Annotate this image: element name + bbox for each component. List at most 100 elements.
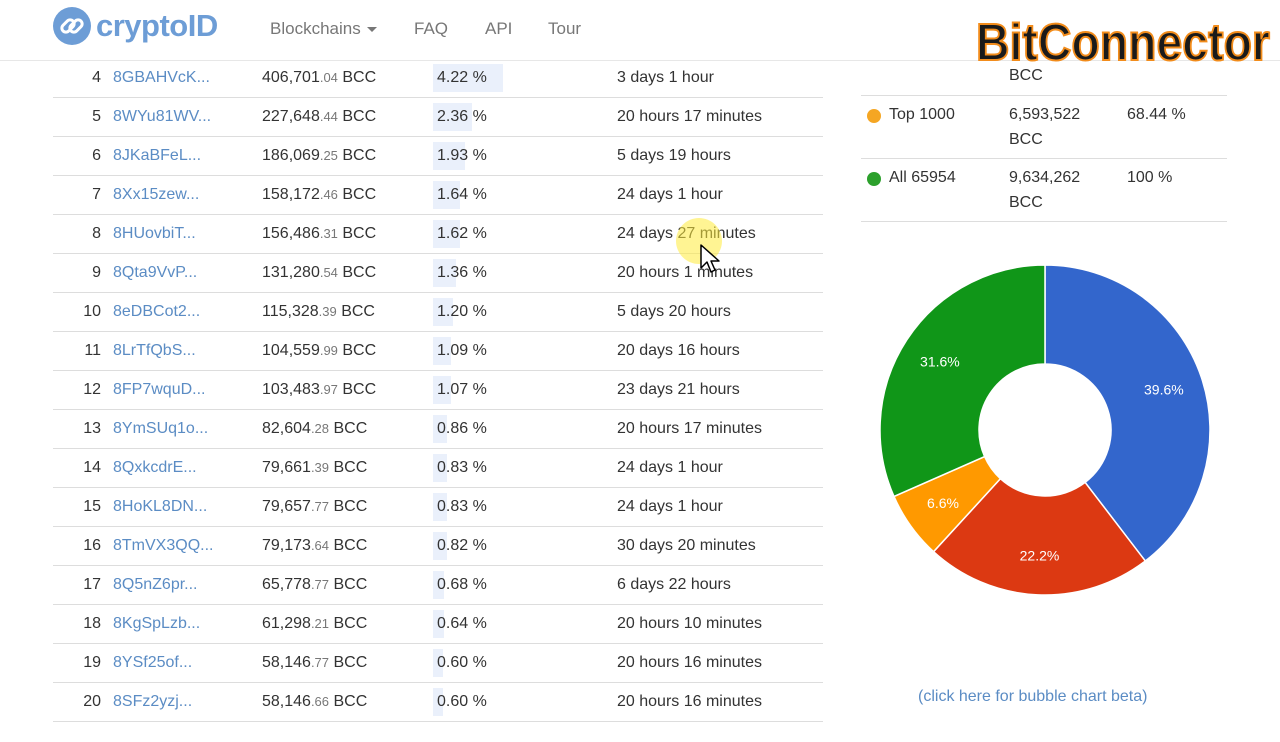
pie-slice[interactable] (879, 264, 1046, 498)
table-row: 20 8SFz2yzj... 58,146.66 BCC 0.60 % 20 hours… (53, 682, 823, 721)
table-row: 18 8KgSpLzb... 61,298.21 BCC 0.64 % 20 hours… (53, 604, 823, 643)
rank-cell: 6 (92, 147, 101, 164)
bitconnector-watermark: BitConnector (975, 13, 1271, 73)
summary-value-number: 6,593,522 (1009, 106, 1081, 123)
percent-text: 1.20 % (437, 303, 487, 320)
table-row: 12 8FP7wquD... 103,483.97 BCC 1.07 % 23 days… (53, 370, 823, 409)
nav-tour[interactable]: Tour (548, 19, 582, 38)
address-link[interactable]: 8LrTfQbS... (113, 342, 196, 359)
balance-cell: 115,328.39 BCC (262, 303, 375, 321)
address-table: 4 8GBAHVcK... 406,701.04 BCC 4.22 % 3 days 1… (53, 59, 823, 742)
rank-cell: 19 (83, 654, 101, 671)
percent-bar (433, 220, 460, 248)
percent-text: 0.60 % (437, 654, 487, 671)
address-link[interactable]: 8FP7wquD... (113, 381, 206, 398)
percent-cell: 0.60 % (433, 688, 487, 716)
balance-unit: BCC (333, 693, 368, 710)
address-link[interactable]: 8YmSUq1o... (113, 420, 209, 437)
rank-cell: 15 (83, 498, 101, 515)
last-seen-cell: 20 hours 16 minutes (617, 654, 762, 671)
caret-down-icon (366, 27, 377, 33)
address-link[interactable]: 8YSf25of... (113, 654, 193, 671)
address-link[interactable]: 8QxkcdrE... (113, 459, 197, 476)
balance-int: 79,657 (262, 498, 311, 515)
address-link[interactable]: 8HUovbiT... (113, 225, 196, 242)
nav-blockchains[interactable]: Blockchains (270, 19, 377, 39)
last-seen-cell: 23 days 21 hours (617, 381, 740, 398)
nav-faq[interactable]: FAQ (414, 19, 449, 38)
balance-decimal: .39 (310, 460, 330, 475)
balance-int: 406,701 (262, 69, 320, 86)
balance-unit: BCC (333, 537, 368, 554)
percent-cell: 0.82 % (433, 532, 487, 560)
percent-bar (433, 649, 443, 677)
summary-row-partial: BCC (861, 58, 1227, 96)
balance-cell: 104,559.99 BCC (262, 342, 376, 360)
balance-int: 79,173 (262, 537, 311, 554)
percent-bar (433, 181, 461, 209)
balance-cell: 186,069.25 BCC (262, 147, 376, 165)
navbar: cryptoID Blockchains FAQ API Tour (0, 0, 1280, 61)
site-logo[interactable]: cryptoID (52, 5, 218, 47)
percent-cell: 1.09 % (433, 337, 487, 365)
address-link[interactable]: 8HoKL8DN... (113, 498, 208, 515)
balance-unit: BCC (342, 381, 377, 398)
last-seen-cell: 5 days 20 hours (617, 303, 731, 320)
percent-cell: 1.20 % (433, 298, 487, 326)
address-link[interactable]: 8KgSpLzb... (113, 615, 201, 632)
address-link[interactable]: 8WYu81WV... (113, 108, 212, 125)
percent-text: 0.64 % (437, 615, 487, 632)
pie-slice[interactable] (1044, 264, 1211, 563)
balance-int: 131,280 (262, 264, 320, 281)
balance-decimal: .64 (310, 538, 330, 553)
address-link[interactable]: 8TmVX3QQ... (113, 537, 214, 554)
pie-slice[interactable] (932, 477, 1147, 596)
percent-text: 0.60 % (437, 693, 487, 710)
nav-blockchains-label: Blockchains (270, 19, 361, 38)
summary-value: 9,634,262 BCC (1009, 165, 1080, 215)
bubble-chart-link[interactable]: (click here for bubble chart beta) (918, 688, 1148, 705)
table-row: 8 8HUovbiT... 156,486.31 BCC 1.62 % 24 days … (53, 214, 823, 253)
table-row: 16 8TmVX3QQ... 79,173.64 BCC 0.82 % 30 days … (53, 526, 823, 565)
percent-text: 1.36 % (437, 264, 487, 281)
percent-cell: 2.36 % (433, 103, 487, 131)
balance-unit: BCC (342, 108, 377, 125)
balance-cell: 58,146.66 BCC (262, 693, 367, 711)
table-row-partial (53, 721, 823, 742)
balance-cell: 131,280.54 BCC (262, 264, 376, 282)
nav-api[interactable]: API (485, 19, 513, 38)
last-seen-cell: 20 hours 17 minutes (617, 420, 762, 437)
address-link[interactable]: 8JKaBFeL... (113, 147, 202, 164)
address-link[interactable]: 8SFz2yzj... (113, 693, 193, 710)
table-row: 9 8Qta9VvP... 131,280.54 BCC 1.36 % 20 hours… (53, 253, 823, 292)
last-seen-cell: 30 days 20 minutes (617, 537, 756, 554)
percent-text: 0.86 % (437, 420, 487, 437)
rank-cell: 5 (92, 108, 101, 125)
rank-cell: 20 (83, 693, 101, 710)
balance-decimal: .44 (319, 109, 338, 124)
address-link[interactable]: 8Xx15zew... (113, 186, 200, 203)
address-link[interactable]: 8eDBCot2... (113, 303, 201, 320)
rank-cell: 12 (83, 381, 101, 398)
address-link[interactable]: 8Qta9VvP... (113, 264, 198, 281)
balance-decimal: .04 (319, 70, 338, 85)
percent-text: 2.36 % (437, 108, 487, 125)
percent-cell: 0.64 % (433, 610, 487, 638)
balance-int: 103,483 (262, 381, 320, 398)
balance-cell: 406,701.04 BCC (262, 69, 376, 87)
percent-cell: 4.22 % (433, 64, 503, 92)
address-link[interactable]: 8Q5nZ6pr... (113, 576, 198, 593)
address-link[interactable]: 8GBAHVcK... (113, 69, 210, 86)
percent-cell: 0.83 % (433, 493, 487, 521)
table-row: 5 8WYu81WV... 227,648.44 BCC 2.36 % 20 hours… (53, 97, 823, 136)
rank-cell: 8 (92, 225, 101, 242)
balance-decimal: .28 (310, 421, 330, 436)
last-seen-cell: 24 days 1 hour (617, 459, 723, 476)
percent-text: 1.64 % (437, 186, 487, 203)
percent-bar (433, 298, 453, 326)
rank-cell: 10 (83, 303, 101, 320)
last-seen-cell: 20 hours 10 minutes (617, 615, 762, 632)
percent-bar (433, 259, 456, 287)
last-seen-cell: 24 days 1 hour (617, 186, 723, 203)
balance-unit: BCC (333, 498, 368, 515)
